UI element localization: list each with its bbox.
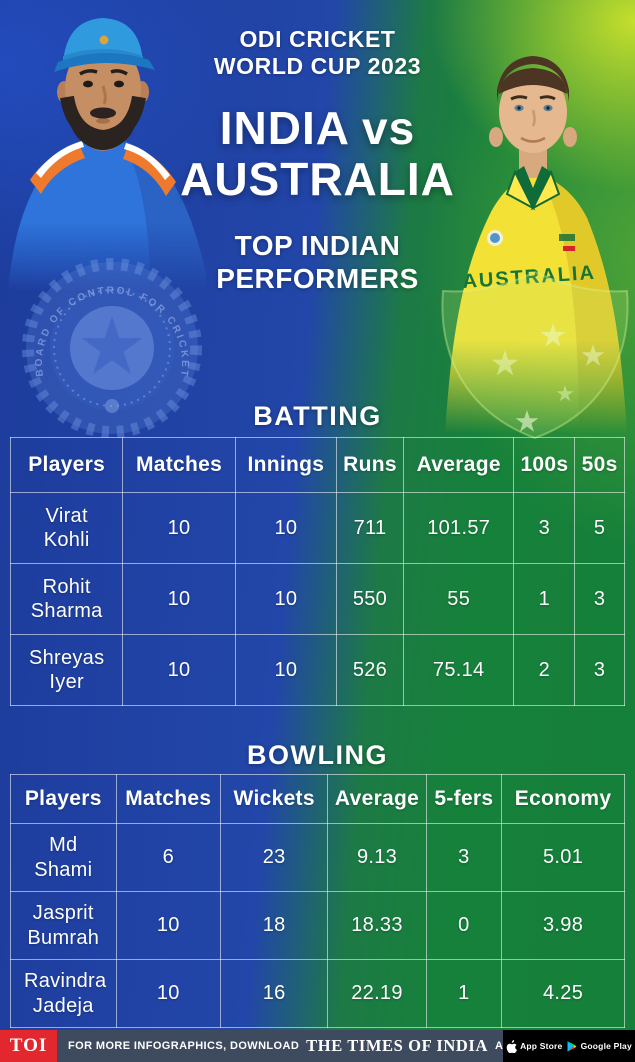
batting-row: Virat Kohli 10 10 711 101.57 3 5: [9, 492, 625, 564]
bowling-col-matches: Matches: [115, 774, 221, 824]
stat-cell: 3.98: [501, 891, 625, 960]
stat-cell: 10: [115, 891, 221, 960]
stat-cell: 23: [219, 823, 329, 892]
stat-cell: 10: [234, 634, 338, 706]
bowling-section-title: BOWLING: [247, 740, 388, 770]
toi-logo: TOI: [0, 1030, 57, 1062]
batting-col-players: Players: [9, 437, 124, 493]
batting-col-innings: Innings: [234, 437, 338, 493]
footer-text-before: FOR MORE INFOGRAPHICS, DOWNLOAD: [68, 1040, 300, 1052]
player-name-cell: Jasprit Bumrah: [10, 891, 117, 960]
rohit-sharma-photo: [8, 18, 206, 292]
player-name-cell: Ravindra Jadeja: [10, 959, 117, 1028]
player-name-cell: Virat Kohli: [9, 492, 124, 564]
stat-cell: 0: [425, 891, 503, 960]
stat-cell: 10: [234, 492, 338, 564]
stat-cell: 10: [122, 563, 236, 635]
stat-cell: 1: [425, 959, 503, 1028]
batting-col-matches: Matches: [122, 437, 236, 493]
stat-cell: 10: [234, 563, 338, 635]
google-play-badge[interactable]: Google Play: [566, 1040, 632, 1053]
bowling-header-row: Players Matches Wickets Average 5-fers E…: [10, 774, 625, 824]
bowling-row: Md Shami 6 23 9.13 3 5.01: [10, 823, 625, 892]
app-store-badge[interactable]: App Store: [506, 1039, 563, 1053]
pat-cummins-photo: AUSTRALIA: [445, 56, 627, 434]
bcci-emblem-watermark: BOARD OF CONTROL FOR CRICKET IN INDIA: [6, 258, 202, 438]
footer-brand: THE TIMES OF INDIA: [306, 1036, 488, 1055]
bowling-table: Players Matches Wickets Average 5-fers E…: [10, 774, 625, 1028]
google-play-label: Google Play: [580, 1041, 632, 1051]
player-name-cell: Shreyas Iyer: [9, 634, 124, 706]
stat-cell: 3: [574, 563, 625, 635]
footer-text: FOR MORE INFOGRAPHICS, DOWNLOAD THE TIME…: [57, 1030, 503, 1062]
bowling-col-5fers: 5-fers: [425, 774, 503, 824]
batting-col-100s: 100s: [513, 437, 576, 493]
stat-cell: 526: [336, 634, 404, 706]
footer-bar: TOI FOR MORE INFOGRAPHICS, DOWNLOAD THE …: [0, 1030, 635, 1062]
stat-cell: 10: [122, 634, 236, 706]
batting-header-row: Players Matches Innings Runs Average 100…: [9, 437, 625, 493]
stat-cell: 10: [115, 959, 221, 1028]
bowling-col-wickets: Wickets: [219, 774, 329, 824]
batting-col-average: Average: [402, 437, 515, 493]
stat-cell: 9.13: [327, 823, 427, 892]
stat-cell: 18.33: [327, 891, 427, 960]
batting-col-50s: 50s: [574, 437, 625, 493]
batting-col-runs: Runs: [336, 437, 404, 493]
bowling-row: Ravindra Jadeja 10 16 22.19 1 4.25: [10, 959, 625, 1028]
stat-cell: 5: [574, 492, 625, 564]
stat-cell: 22.19: [327, 959, 427, 1028]
stat-cell: 1: [513, 563, 576, 635]
player-name-cell: Rohit Sharma: [9, 563, 124, 635]
batting-row: Shreyas Iyer 10 10 526 75.14 2 3: [9, 634, 625, 706]
stat-cell: 3: [574, 634, 625, 706]
apple-icon: [506, 1039, 518, 1053]
google-play-icon: [567, 1040, 576, 1052]
bowling-col-economy: Economy: [501, 774, 625, 824]
stat-cell: 18: [219, 891, 329, 960]
stat-cell: 2: [513, 634, 576, 706]
stat-cell: 6: [115, 823, 221, 892]
stat-cell: 55: [402, 563, 515, 635]
stat-cell: 3: [425, 823, 503, 892]
stat-cell: 16: [219, 959, 329, 1028]
stat-cell: 3: [513, 492, 576, 564]
footer-text-after: APP: [494, 1040, 503, 1052]
stat-cell: 10: [122, 492, 236, 564]
stat-cell: 711: [336, 492, 404, 564]
store-badges: App Store Google Play: [503, 1030, 635, 1062]
bowling-col-players: Players: [10, 774, 117, 824]
batting-table: Players Matches Innings Runs Average 100…: [9, 437, 625, 706]
app-store-label: App Store: [520, 1041, 563, 1051]
stat-cell: 550: [336, 563, 404, 635]
batting-row: Rohit Sharma 10 10 550 55 1 3: [9, 563, 625, 635]
stat-cell: 101.57: [402, 492, 515, 564]
bowling-row: Jasprit Bumrah 10 18 18.33 0 3.98: [10, 891, 625, 960]
stat-cell: 4.25: [501, 959, 625, 1028]
player-name-cell: Md Shami: [10, 823, 117, 892]
stat-cell: 5.01: [501, 823, 625, 892]
bowling-col-average: Average: [327, 774, 427, 824]
batting-section-title: BATTING: [253, 401, 382, 431]
stat-cell: 75.14: [402, 634, 515, 706]
